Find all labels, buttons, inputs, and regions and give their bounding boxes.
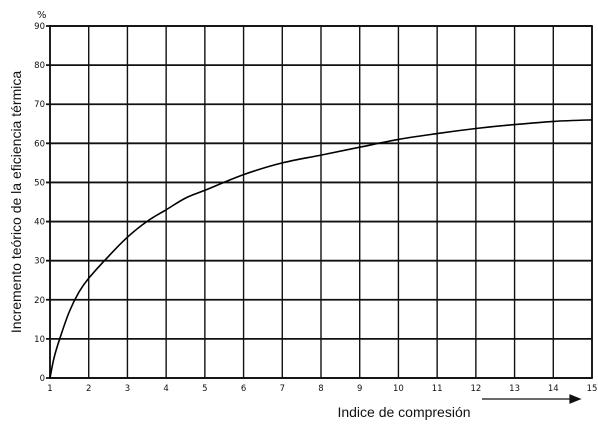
y-tick-labels: 0 10 20 30 40 50 60 70 80 90	[34, 22, 45, 384]
x-tick-label: 14	[548, 384, 559, 394]
x-tick-label: 11	[432, 384, 443, 394]
y-tick-label: 90	[34, 22, 45, 32]
y-tick-label: 10	[34, 335, 45, 345]
x-tick-label: 13	[509, 384, 520, 394]
x-tick-label: 1	[47, 384, 52, 394]
y-tick-label: 20	[34, 296, 45, 306]
y-tick-label: 60	[34, 139, 45, 149]
x-tick-label: 9	[357, 384, 362, 394]
x-tick-label: 5	[202, 384, 207, 394]
x-tick-labels: 1 2 3 4 5 6 7 8 9 10 11 12 13 14 15	[47, 384, 597, 394]
y-tick-label: 80	[34, 61, 45, 71]
efficiency-curve	[49, 119, 593, 379]
x-tick-label: 2	[86, 384, 91, 394]
x-tick-label: 4	[163, 384, 168, 394]
x-tick-label: 6	[241, 384, 246, 394]
y-tick-label: 40	[34, 218, 45, 228]
x-tick-label: 3	[125, 384, 130, 394]
y-tick-label: 50	[34, 178, 45, 188]
x-tick-label: 15	[587, 384, 598, 394]
y-unit-label: %	[37, 10, 47, 21]
y-axis-title: Incremento teórico de la eficiencia térm…	[8, 71, 24, 333]
y-tick-label: 70	[34, 100, 45, 110]
y-tick-label: 0	[40, 374, 45, 384]
x-tick-label: 7	[280, 384, 285, 394]
plot-frame	[49, 25, 593, 379]
x-tick-label: 8	[318, 384, 323, 394]
x-tick-label: 10	[393, 384, 404, 394]
x-tick-label: 12	[470, 384, 481, 394]
x-axis-title: Indice de compresión	[337, 404, 470, 420]
chart-grid	[46, 25, 593, 379]
y-tick-label: 30	[34, 257, 45, 267]
direction-arrow	[482, 394, 582, 404]
